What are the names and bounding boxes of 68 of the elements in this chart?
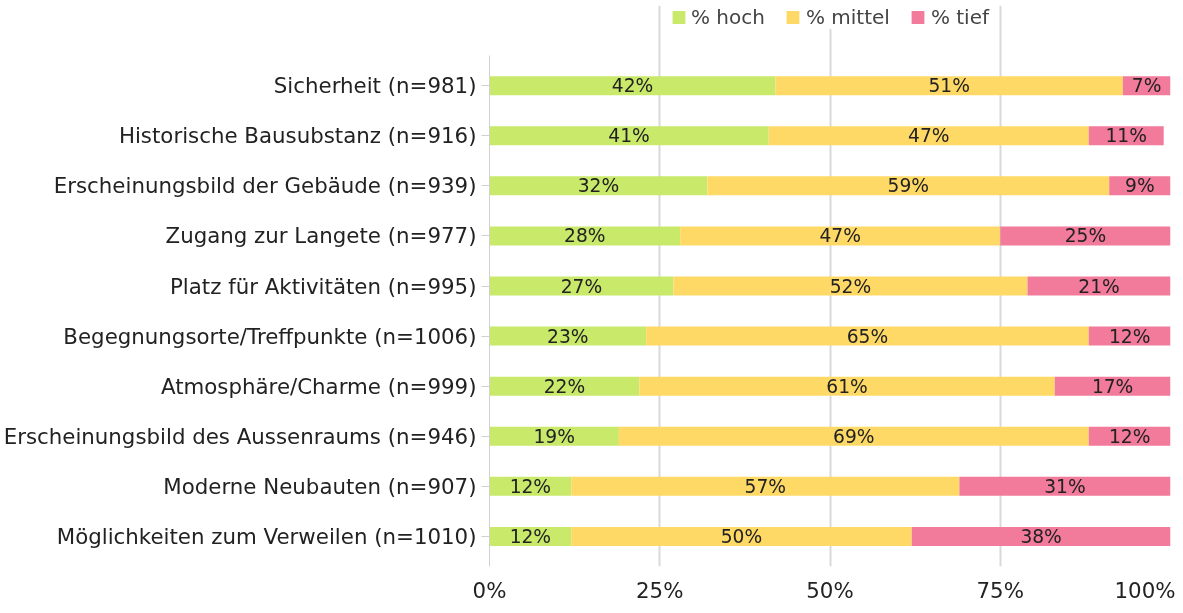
data-label: 52% [829, 275, 872, 297]
data-label: 69% [833, 425, 875, 447]
legend-label: % hoch [690, 5, 765, 29]
y-tick-label: Atmosphäre/Charme (n=999) [160, 373, 477, 399]
bar [775, 76, 1123, 96]
data-label: 28% [564, 225, 606, 247]
bar [489, 226, 681, 246]
data-label: 32% [577, 175, 620, 197]
data-label: 12% [509, 475, 552, 497]
data-label: 65% [846, 325, 889, 347]
y-tick-label: Möglichkeiten zum Verweilen (n=1010) [56, 523, 477, 549]
legend-label: % tief [930, 5, 990, 29]
y-tick-label: Erscheinungsbild des Aussenraums (n=946) [3, 423, 477, 449]
bar [489, 176, 708, 196]
data-label: 25% [1064, 225, 1107, 247]
bar [707, 176, 1110, 196]
data-label: 23% [547, 325, 589, 347]
y-tick-label: Erscheinungsbild der Gebäude (n=939) [53, 173, 477, 199]
bar [489, 276, 674, 296]
y-tick-label: Zugang zur Langete (n=977) [165, 223, 477, 249]
bar [639, 376, 1055, 396]
data-label: 42% [611, 75, 654, 97]
x-tick-label: 0% [472, 577, 507, 603]
data-label: 12% [1108, 425, 1151, 447]
data-label: 38% [1020, 525, 1062, 547]
x-tick-label: 100% [1114, 577, 1176, 603]
y-tick-label: Historische Bausubstanz (n=916) [118, 123, 477, 149]
x-tick-label: 50% [806, 577, 854, 603]
legend-label: % mittel [805, 5, 890, 29]
data-label: 21% [1078, 275, 1120, 297]
bar [489, 126, 769, 146]
bar [489, 76, 776, 96]
bar [673, 276, 1028, 296]
bar [571, 526, 912, 546]
bar [680, 226, 1001, 246]
bar [1000, 226, 1171, 246]
bar [618, 426, 1089, 446]
data-label: 51% [928, 75, 970, 97]
data-label: 27% [560, 275, 603, 297]
x-tick-label: 75% [976, 577, 1024, 603]
data-label: 11% [1105, 125, 1147, 147]
data-label: 59% [887, 175, 930, 197]
data-label: 7% [1131, 75, 1162, 97]
bar [489, 326, 647, 346]
bar [959, 476, 1171, 496]
data-label: 47% [819, 225, 861, 247]
bar [911, 526, 1171, 546]
y-tick-label: Sicherheit (n=981) [273, 73, 477, 99]
y-tick-label: Platz für Aktivitäten (n=995) [170, 273, 477, 299]
data-label: 17% [1091, 375, 1134, 397]
data-label: 57% [744, 475, 787, 497]
bar [646, 326, 1089, 346]
x-tick-label: 25% [636, 577, 684, 603]
data-label: 9% [1125, 175, 1155, 197]
data-label: 22% [543, 375, 586, 397]
data-label: 47% [908, 125, 950, 147]
y-tick-label: Begegnungsorte/Treffpunkte (n=1006) [63, 323, 477, 349]
y-tick-label: Moderne Neubauten (n=907) [163, 473, 477, 499]
data-label: 31% [1044, 475, 1086, 497]
data-label: 12% [1108, 325, 1151, 347]
data-label: 12% [509, 525, 552, 547]
bar [571, 476, 960, 496]
data-label: 50% [720, 525, 763, 547]
bar [768, 126, 1089, 146]
bar [1027, 276, 1171, 296]
data-label: 41% [608, 125, 650, 147]
data-label: 19% [533, 425, 575, 447]
data-label: 61% [826, 375, 868, 397]
